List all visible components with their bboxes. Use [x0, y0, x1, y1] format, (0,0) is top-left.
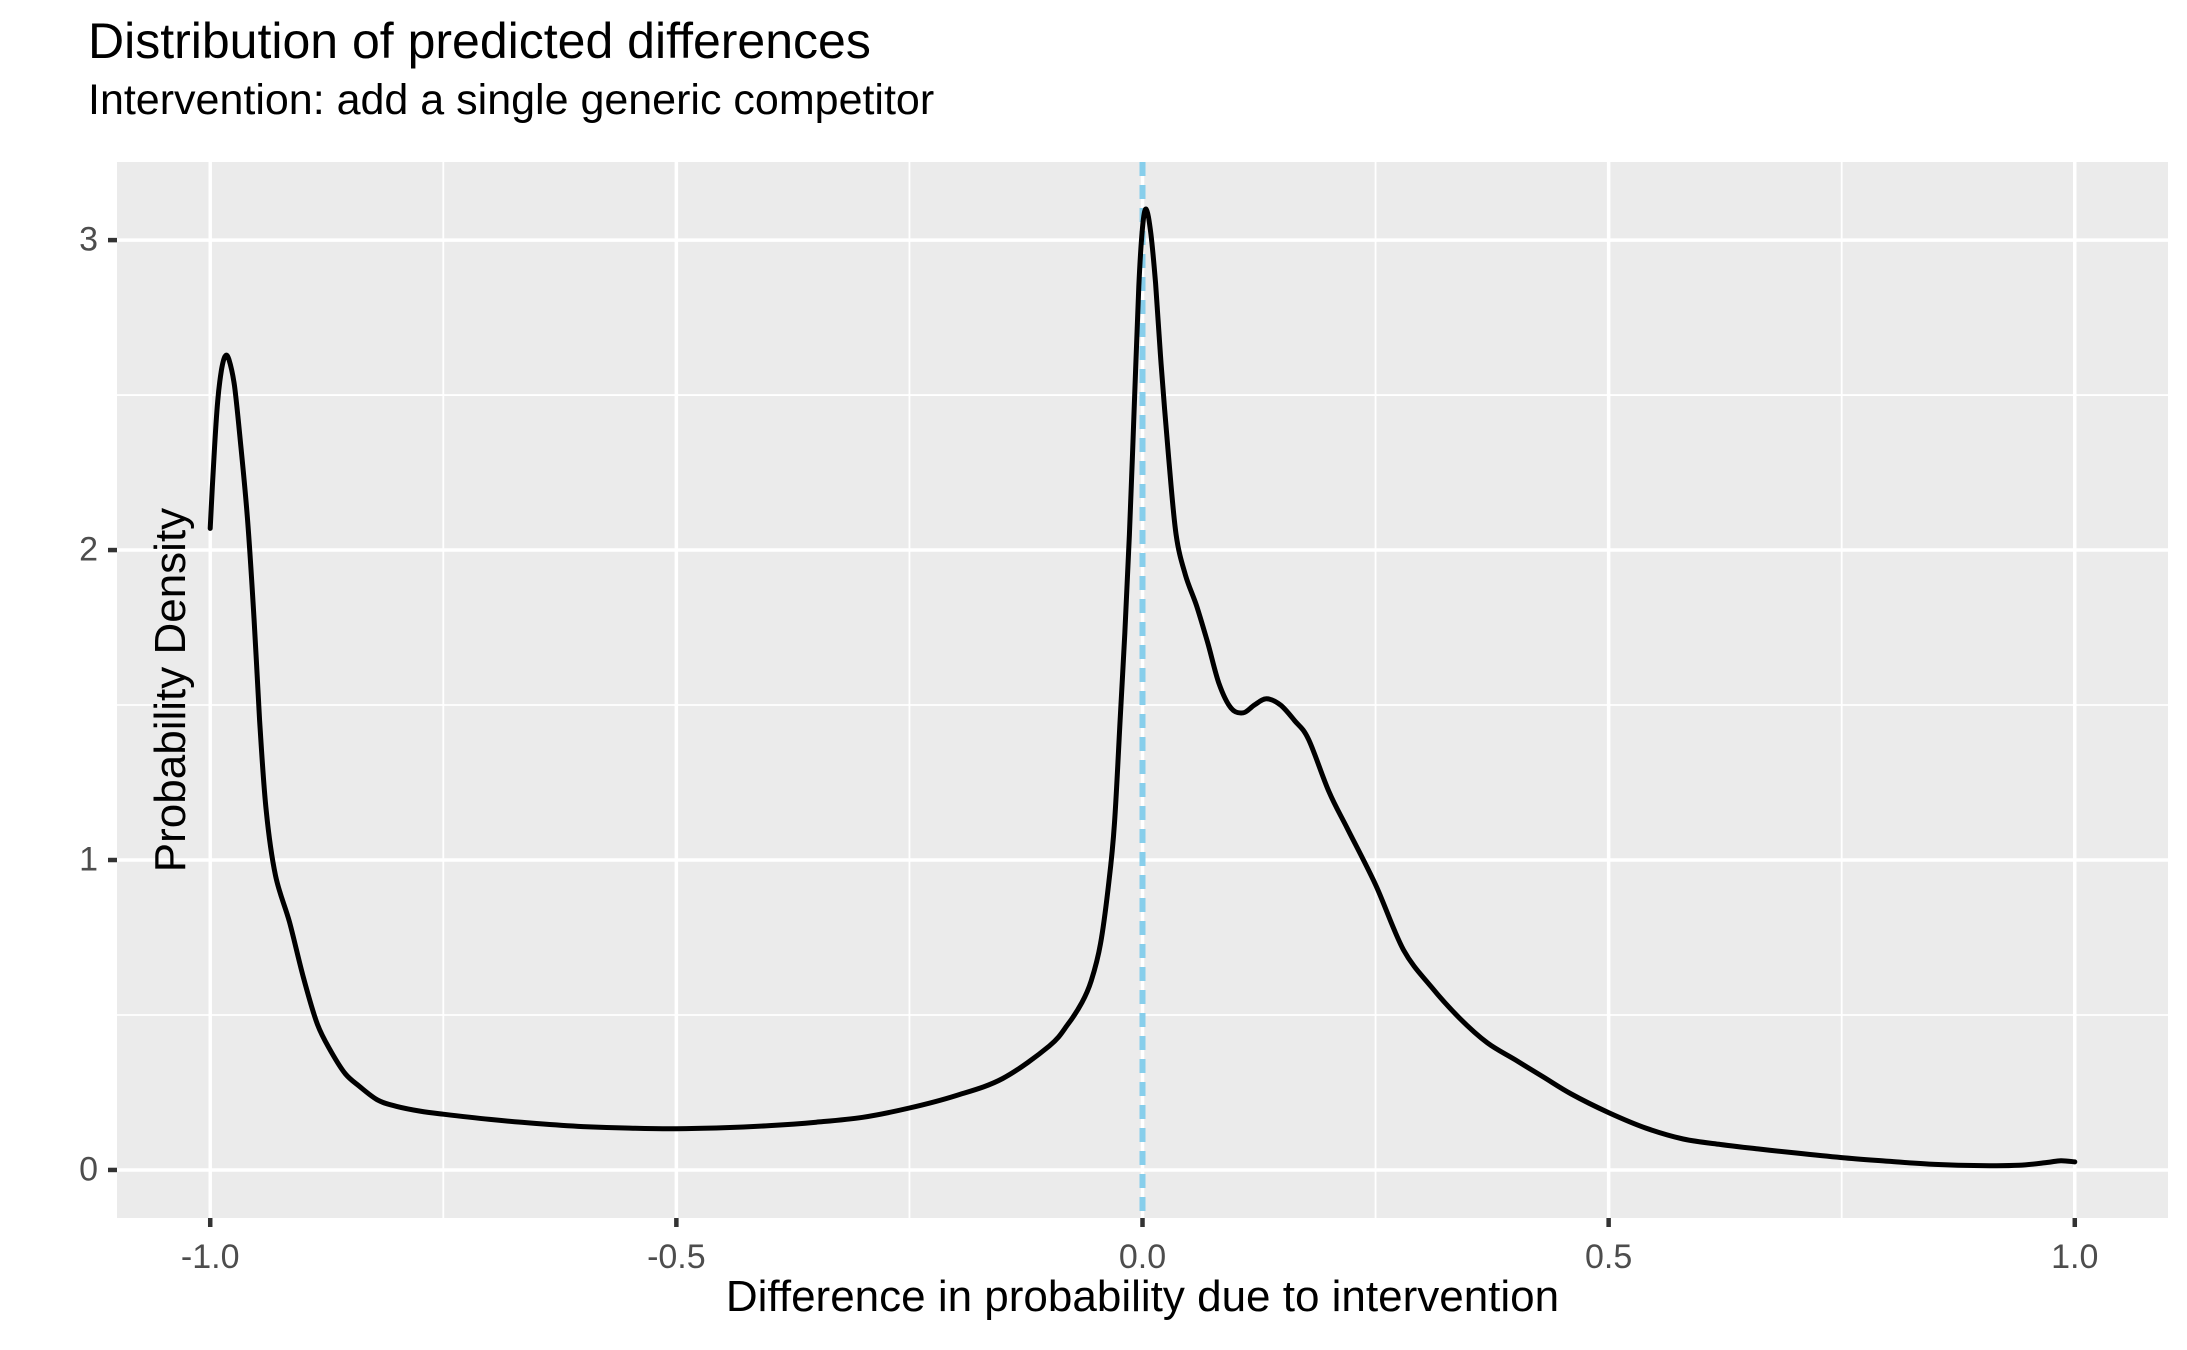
y-axis-title: Probability Density	[146, 507, 196, 873]
y-tick-label: 1	[79, 840, 98, 879]
x-axis-title: Difference in probability due to interve…	[725, 1272, 1560, 1321]
x-tick-label: 0.5	[1584, 1238, 1633, 1276]
y-tick-label: 2	[79, 530, 98, 569]
x-tick-label: 0.0	[1118, 1238, 1167, 1276]
y-tick-label: 0	[79, 1150, 98, 1189]
x-tick-label: 1.0	[2051, 1238, 2099, 1276]
density-curve	[207, 206, 2078, 1169]
chart-subtitle: Intervention: add a single generic compe…	[88, 76, 935, 124]
chart-title: Distribution of predicted differences	[88, 13, 871, 69]
axis-tick-marks	[108, 237, 2078, 1227]
y-tick-label: 3	[79, 220, 98, 259]
x-tick-label: -1.0	[180, 1238, 240, 1276]
x-tick-label: -0.5	[647, 1238, 706, 1276]
